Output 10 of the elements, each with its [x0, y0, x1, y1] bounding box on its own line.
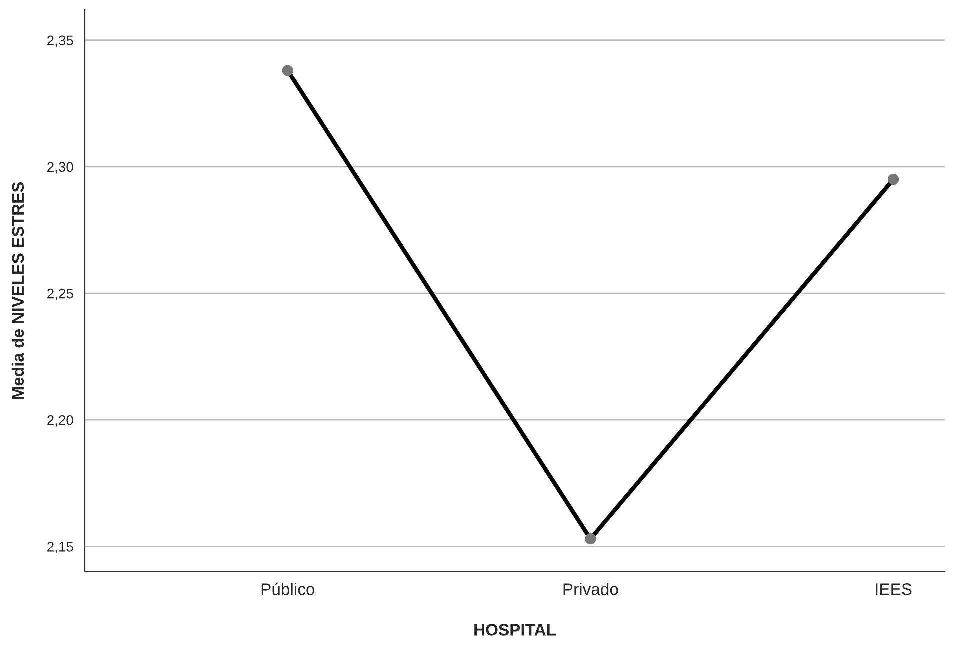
y-tick-label: 2,30	[48, 162, 74, 174]
y-tick-label: 2,25	[48, 288, 74, 300]
y-tick-label: 2,15	[48, 542, 74, 554]
x-axis-title: HOSPITAL	[474, 624, 556, 636]
x-tick-label: Privado	[564, 583, 618, 596]
y-axis-title: Media de NIVELES ESTRES	[12, 182, 24, 400]
x-tick-label: IEES	[876, 584, 912, 596]
x-tick-label: Público	[262, 582, 315, 596]
y-tick-label: 2,20	[48, 415, 74, 427]
y-tick-label: 2,35	[48, 36, 74, 48]
